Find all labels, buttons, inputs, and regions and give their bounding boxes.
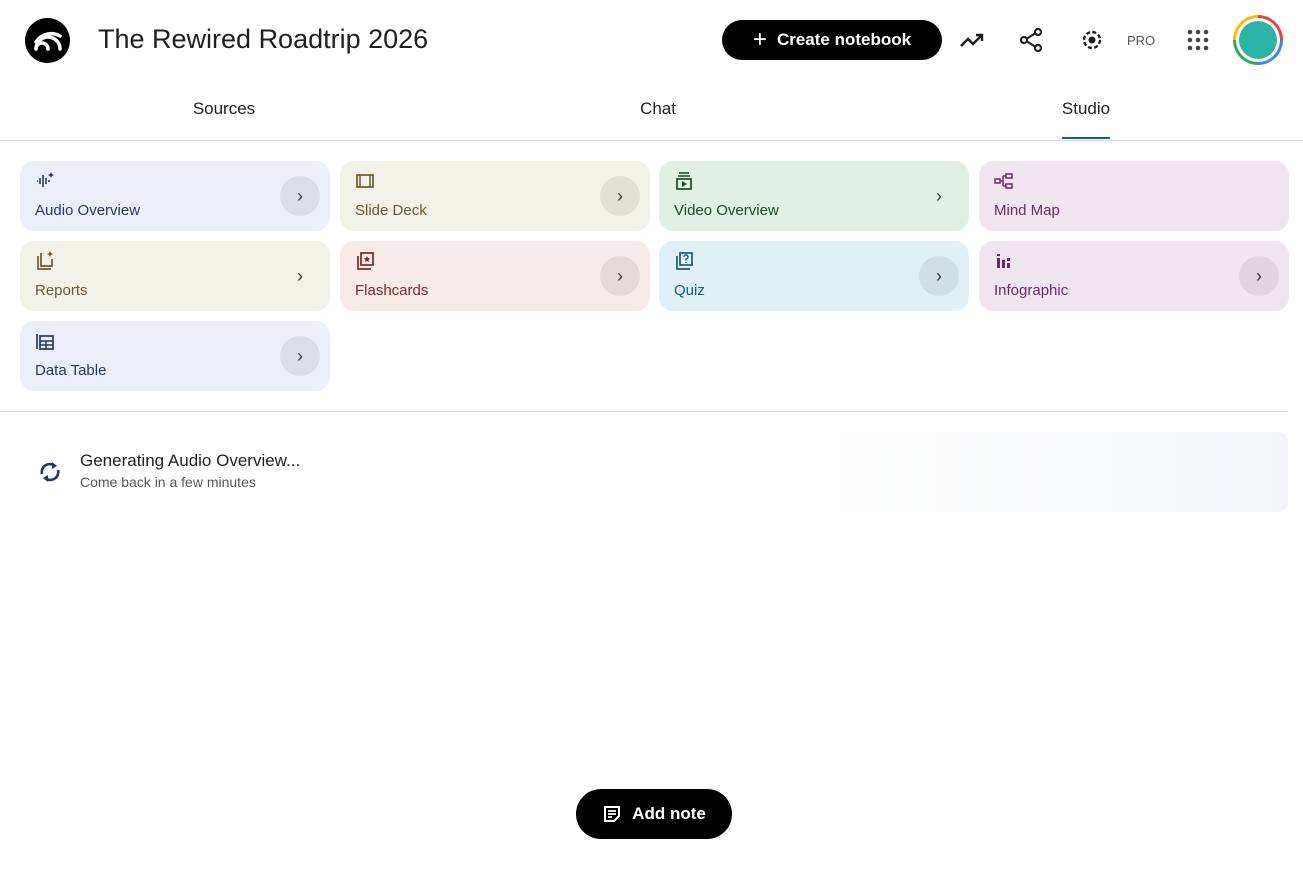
infographic-icon: [997, 254, 1010, 268]
generating-title: Generating Audio Overview...: [80, 451, 301, 470]
studio-tool-label: Reports: [35, 282, 88, 299]
generating-subtitle: Come back in a few minutes: [80, 474, 256, 490]
studio-tool-flashcards[interactable]: Flashcards ›: [340, 241, 650, 311]
tab-sources[interactable]: Sources: [192, 99, 256, 118]
create-notebook-label: Create notebook: [776, 30, 912, 49]
open-flashcards-button[interactable]: ›: [600, 256, 640, 296]
slides-icon: [356, 174, 374, 188]
studio-tool-label: Quiz: [674, 282, 705, 299]
flashcards-icon: [357, 252, 374, 270]
quiz-icon: [676, 252, 693, 270]
studio-tool-label: Audio Overview: [35, 202, 141, 219]
open-slide-deck-button[interactable]: ›: [600, 176, 640, 216]
plus-icon: +: [752, 26, 767, 53]
sync-icon: [37, 459, 63, 490]
studio-tool-audio-overview[interactable]: Audio Overview ›: [20, 161, 330, 231]
tab-chat[interactable]: Chat: [640, 99, 676, 118]
apps-grid-icon[interactable]: [1183, 25, 1213, 55]
analytics-icon[interactable]: [957, 25, 987, 55]
share-icon[interactable]: [1016, 25, 1046, 55]
studio-tool-label: Video Overview: [674, 202, 779, 219]
pro-badge: PRO: [1127, 33, 1156, 48]
open-data-table-button[interactable]: ›: [280, 336, 320, 376]
open-infographic-button[interactable]: ›: [1239, 256, 1279, 296]
studio-tool-quiz[interactable]: Quiz ›: [659, 241, 969, 311]
tab-bar: Sources Chat Studio: [0, 80, 1303, 141]
user-avatar[interactable]: [1233, 15, 1283, 65]
create-notebook-button[interactable]: + Create notebook: [722, 20, 942, 60]
tab-studio[interactable]: Studio: [1061, 99, 1111, 139]
header: The Rewired Roadtrip 2026 + Create notebo…: [0, 0, 1303, 80]
settings-gear-icon[interactable]: [1077, 25, 1107, 55]
generating-audio-overview-item: Generating Audio Overview... Come back i…: [20, 432, 1288, 512]
video-icon: [676, 172, 692, 190]
open-reports-button[interactable]: ›: [297, 265, 303, 286]
notebooklm-logo[interactable]: [25, 18, 70, 63]
studio-tool-infographic[interactable]: Infographic ›: [979, 241, 1289, 311]
studio-tool-mind-map[interactable]: Mind Map: [979, 161, 1289, 231]
add-note-button[interactable]: Add note: [576, 789, 732, 839]
studio-tool-label: Mind Map: [994, 202, 1060, 219]
open-audio-overview-button[interactable]: ›: [280, 176, 320, 216]
open-video-overview-button[interactable]: ›: [936, 185, 942, 206]
audio-waveform-icon: [37, 172, 54, 187]
studio-tool-label: Data Table: [35, 362, 107, 379]
studio-tool-reports[interactable]: Reports ›: [20, 241, 330, 311]
studio-tool-data-table[interactable]: Data Table ›: [20, 321, 330, 391]
studio-tool-label: Slide Deck: [355, 202, 427, 219]
notebook-title[interactable]: The Rewired Roadtrip 2026: [98, 24, 429, 54]
table-icon: [36, 334, 54, 350]
mind-map-icon: [994, 173, 1013, 189]
studio-tool-label: Infographic: [994, 282, 1069, 299]
studio-tool-video-overview[interactable]: Video Overview ›: [659, 161, 969, 231]
open-quiz-button[interactable]: ›: [919, 256, 959, 296]
add-note-label: Add note: [632, 804, 706, 823]
loading-placeholder: [820, 432, 1288, 512]
studio-tool-label: Flashcards: [355, 282, 429, 299]
note-icon: [604, 806, 621, 822]
studio-tool-slide-deck[interactable]: Slide Deck ›: [340, 161, 650, 231]
reports-icon: [37, 251, 53, 270]
divider: [0, 411, 1288, 412]
